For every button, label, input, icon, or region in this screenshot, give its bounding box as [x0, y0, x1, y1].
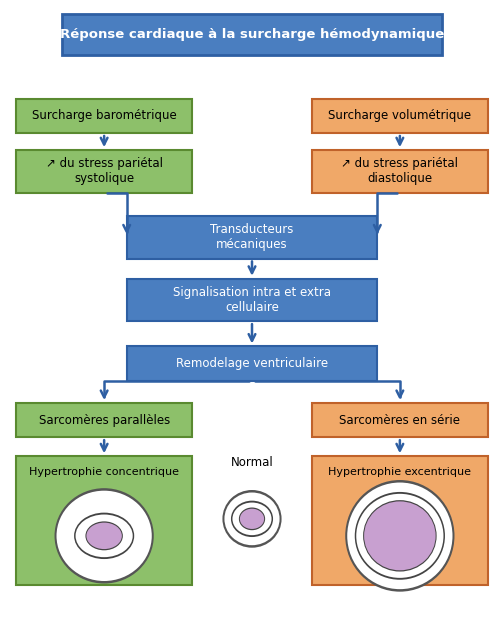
Ellipse shape — [345, 480, 455, 592]
Text: Hypertrophie excentrique: Hypertrophie excentrique — [329, 467, 471, 478]
FancyBboxPatch shape — [17, 456, 192, 585]
FancyBboxPatch shape — [127, 278, 377, 321]
Text: Réponse cardiaque à la surcharge hémodynamique: Réponse cardiaque à la surcharge hémodyn… — [60, 28, 444, 41]
FancyBboxPatch shape — [312, 99, 487, 133]
Text: Sarcomères parallèles: Sarcomères parallèles — [38, 413, 170, 427]
Ellipse shape — [76, 515, 133, 557]
FancyBboxPatch shape — [312, 403, 487, 437]
Text: Sarcomères en série: Sarcomères en série — [339, 413, 460, 427]
Ellipse shape — [240, 509, 264, 529]
FancyBboxPatch shape — [61, 14, 443, 55]
FancyBboxPatch shape — [17, 403, 192, 437]
Ellipse shape — [356, 494, 444, 578]
Text: Remodelage ventriculaire: Remodelage ventriculaire — [176, 357, 328, 370]
Ellipse shape — [355, 492, 445, 580]
Text: ↗ du stress pariétal
systolique: ↗ du stress pariétal systolique — [46, 158, 163, 185]
FancyBboxPatch shape — [312, 150, 487, 193]
Ellipse shape — [364, 501, 435, 570]
Ellipse shape — [232, 503, 272, 535]
Ellipse shape — [347, 483, 453, 589]
Text: Transducteurs
mécaniques: Transducteurs mécaniques — [210, 223, 294, 251]
FancyBboxPatch shape — [127, 216, 377, 258]
Text: ↗ du stress pariétal
diastolique: ↗ du stress pariétal diastolique — [341, 158, 458, 185]
FancyBboxPatch shape — [312, 456, 487, 585]
Ellipse shape — [54, 488, 154, 583]
Ellipse shape — [363, 500, 436, 571]
FancyBboxPatch shape — [127, 346, 377, 381]
Ellipse shape — [239, 508, 265, 530]
Ellipse shape — [222, 490, 282, 547]
Ellipse shape — [85, 522, 123, 551]
Ellipse shape — [56, 491, 152, 581]
Ellipse shape — [231, 501, 273, 537]
FancyBboxPatch shape — [17, 150, 192, 193]
Text: Signalisation intra et extra
cellulaire: Signalisation intra et extra cellulaire — [173, 286, 331, 314]
Ellipse shape — [224, 493, 280, 545]
Text: Normal: Normal — [231, 456, 273, 469]
Text: Surcharge volumétrique: Surcharge volumétrique — [328, 110, 471, 122]
Text: Surcharge barométrique: Surcharge barométrique — [32, 110, 176, 122]
Text: Hypertrophie concentrique: Hypertrophie concentrique — [29, 467, 179, 478]
Ellipse shape — [86, 523, 122, 549]
Ellipse shape — [74, 513, 134, 559]
FancyBboxPatch shape — [17, 99, 192, 133]
